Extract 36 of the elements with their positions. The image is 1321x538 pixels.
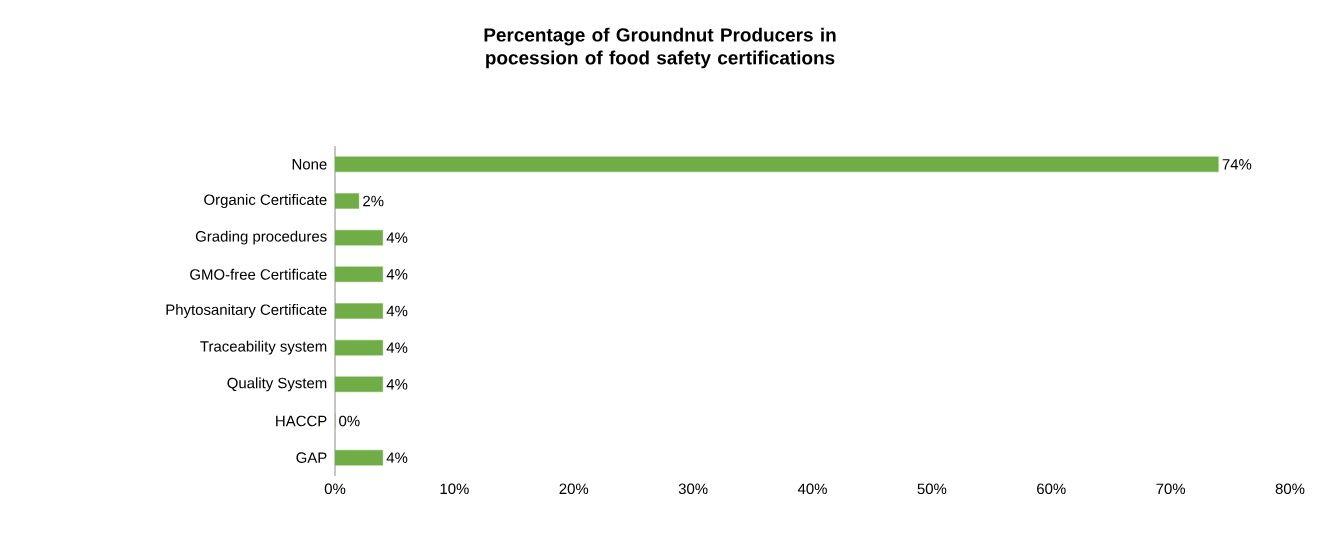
y-tick-label: HACCP — [276, 415, 327, 427]
x-tick-label: 80% — [1275, 483, 1305, 495]
bar — [335, 376, 383, 393]
x-tick-label: 30% — [678, 483, 708, 495]
data-label: 4% — [386, 452, 408, 463]
x-tick-label: 60% — [1037, 483, 1066, 495]
bar — [335, 156, 1219, 173]
y-tick-label: Grading procedures — [195, 230, 327, 245]
y-tick-label: GMO-free Certificate — [190, 268, 327, 280]
bar — [335, 449, 383, 466]
data-label: 74% — [1222, 159, 1252, 170]
x-tick-label: 10% — [440, 483, 469, 495]
y-tick-label: GAP — [296, 452, 327, 463]
y-tick-label: None — [292, 159, 327, 170]
bar — [335, 229, 383, 246]
data-label: 2% — [363, 195, 384, 207]
x-tick-label: 70% — [1156, 483, 1186, 495]
y-tick-label: Organic Certificate — [204, 194, 327, 208]
y-tick-label: Traceability system — [200, 340, 327, 355]
data-label: 0% — [339, 415, 360, 427]
bar — [335, 339, 383, 356]
x-tick-label: 0% — [324, 483, 346, 495]
data-label: 4% — [386, 232, 408, 243]
bar — [335, 303, 383, 319]
bar — [335, 266, 383, 283]
data-label: 4% — [386, 305, 408, 317]
data-label: 4% — [386, 342, 408, 353]
y-tick-label: Quality System — [227, 377, 327, 392]
x-tick-label: 40% — [797, 483, 827, 495]
data-label: 4% — [386, 379, 408, 390]
chart-title: Percentage of Groundnut Producers in pocession of food safety certifications — [484, 27, 836, 69]
y-tick-label: Phytosanitary Certificate — [166, 304, 327, 318]
data-label: 4% — [386, 269, 408, 280]
bar — [335, 193, 360, 209]
x-tick-label: 20% — [559, 483, 589, 495]
x-tick-label: 50% — [917, 483, 947, 495]
